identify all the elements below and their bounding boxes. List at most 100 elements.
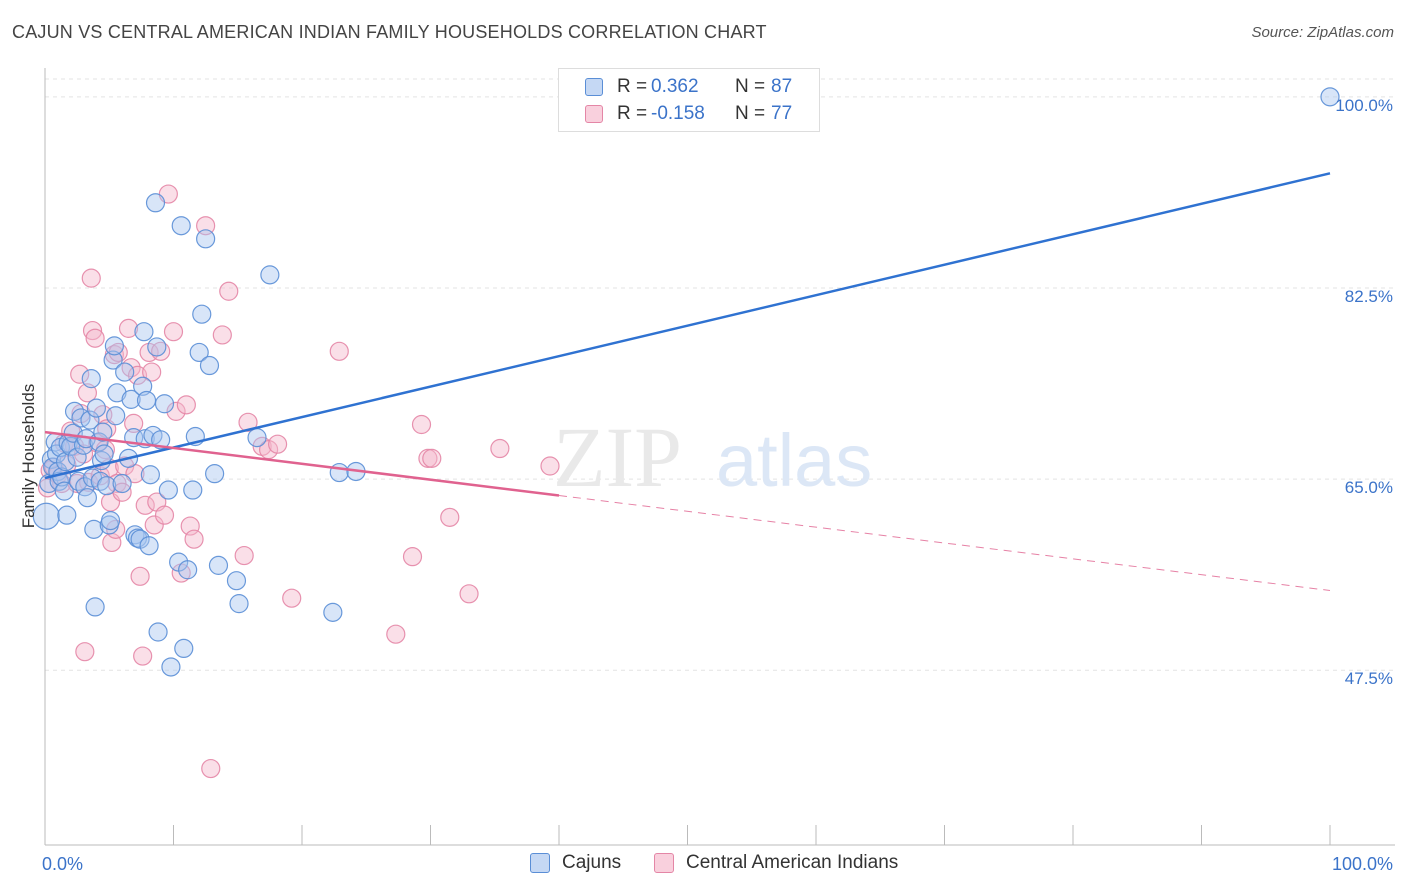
cajun-point: [247, 428, 267, 448]
central-american-indian-points: [37, 184, 560, 779]
x-tick-label: 0.0%: [42, 854, 83, 874]
central-american-indian-point: [201, 758, 221, 779]
legend-n-label: N =: [735, 103, 766, 124]
central-american-indian-point: [124, 413, 144, 434]
y-tick-label: 82.5%: [1345, 287, 1393, 306]
cajun-point: [94, 444, 114, 464]
cajun-point: [67, 447, 87, 467]
central-american-indian-point: [402, 547, 423, 567]
legend-r-label: R =: [617, 76, 648, 97]
legend-n-label: N =: [735, 76, 766, 97]
legend-row-cajuns: R = 0.362 N = 87: [585, 74, 792, 100]
cajun-point: [189, 342, 209, 363]
cajun-point: [97, 476, 117, 496]
central-american-indian-point: [163, 322, 184, 342]
x-tick-label: 100.0%: [1332, 854, 1393, 874]
legend-item-cajuns[interactable]: Cajuns: [530, 852, 621, 874]
central-american-indian-point: [75, 642, 95, 662]
cajun-point: [1320, 87, 1340, 107]
central-american-indian-point: [411, 414, 432, 435]
cajun-point: [103, 350, 123, 370]
central-american-indian-point: [154, 505, 175, 525]
axes: [44, 68, 1395, 846]
cajun-point: [100, 511, 121, 531]
cajun-point: [93, 422, 113, 442]
grid-lines: [45, 78, 1395, 671]
central-american-indian-point: [219, 281, 239, 301]
cajun-point: [84, 519, 104, 539]
cajun-point: [121, 389, 141, 409]
central-american-indian-point: [135, 495, 155, 515]
central-american-indian-point: [422, 448, 442, 468]
cajun-point: [147, 337, 167, 357]
source-label: Source: ZipAtlas.com: [1251, 24, 1394, 41]
legend-r-label: R =: [617, 103, 648, 124]
cajun-point: [81, 369, 101, 389]
y-tick-label: 47.5%: [1345, 669, 1393, 688]
legend-n-value: 77: [771, 103, 793, 124]
watermark: ZIP atlas: [553, 409, 872, 505]
cajun-point: [86, 398, 107, 418]
legend-swatch-blue: [530, 853, 550, 873]
central-american-indian-point: [81, 268, 101, 288]
cajun-point: [145, 193, 166, 213]
central-american-indian-point: [540, 456, 560, 476]
central-american-indian-trend-extension: [558, 495, 1331, 592]
central-american-indian-point: [490, 438, 510, 459]
legend-r-value: -0.158: [651, 103, 705, 124]
cajun-point: [140, 465, 160, 485]
cajun-point: [139, 536, 159, 556]
cajun-point: [196, 229, 216, 249]
cajun-point: [226, 571, 247, 591]
legend-row-central-american-indians: R = -0.158 N = 77: [585, 101, 792, 127]
central-american-indian-point: [386, 624, 406, 644]
cajun-point: [151, 430, 171, 450]
cajun-point: [134, 322, 154, 342]
central-american-indian-point: [70, 364, 90, 384]
y-axis-label: Family Households: [19, 383, 38, 529]
cajun-point: [80, 410, 100, 430]
legend-n-value: 87: [771, 76, 793, 97]
cajun-point: [136, 390, 157, 411]
cajun-point: [54, 481, 74, 501]
cajun-point: [260, 265, 280, 285]
central-american-indian-point: [459, 584, 479, 604]
tick-labels: 47.5% 65.0% 82.5% 100.0% 0.0% 100.0%: [42, 96, 1393, 874]
cajun-point: [57, 505, 77, 525]
cajun-point: [229, 594, 249, 614]
central-american-indian-point: [133, 646, 153, 666]
legend-label-central-american-indians: Central American Indians: [686, 852, 899, 873]
legend-label-cajuns: Cajuns: [562, 852, 622, 873]
cajun-point: [171, 216, 191, 236]
central-american-indian-point: [238, 412, 258, 432]
watermark-zip: ZIP: [553, 409, 682, 505]
cajun-point: [133, 376, 153, 396]
central-american-indian-point: [196, 216, 216, 236]
cajun-point: [107, 383, 127, 403]
central-american-indian-point: [329, 341, 349, 361]
central-american-indian-point: [144, 515, 164, 535]
legend-swatch-blue: [585, 78, 603, 96]
central-american-indian-point: [82, 320, 103, 341]
central-american-indian-point: [234, 545, 254, 566]
cajun-point: [161, 657, 181, 677]
central-american-indian-point: [440, 507, 460, 527]
central-american-indian-point: [176, 395, 196, 415]
cajun-point: [115, 362, 135, 382]
central-american-indian-point: [142, 362, 162, 382]
legend-item-central-american-indians[interactable]: Central American Indians: [654, 852, 898, 874]
central-american-indian-trend-line: [44, 430, 560, 497]
cajun-point: [199, 355, 220, 376]
central-american-indian-point: [184, 529, 204, 549]
watermark-atlas: atlas: [716, 419, 872, 502]
correlation-legend: R = 0.362 N = 87 R = -0.158 N = 77: [558, 68, 820, 132]
cajun-point: [208, 555, 229, 575]
cajun-point: [174, 638, 194, 659]
cajun-point: [77, 488, 98, 508]
central-american-indian-point: [267, 434, 288, 454]
trend-lines: [44, 172, 1331, 592]
cajun-point: [329, 462, 349, 483]
central-american-indian-point: [85, 328, 105, 348]
cajun-point: [178, 560, 198, 580]
